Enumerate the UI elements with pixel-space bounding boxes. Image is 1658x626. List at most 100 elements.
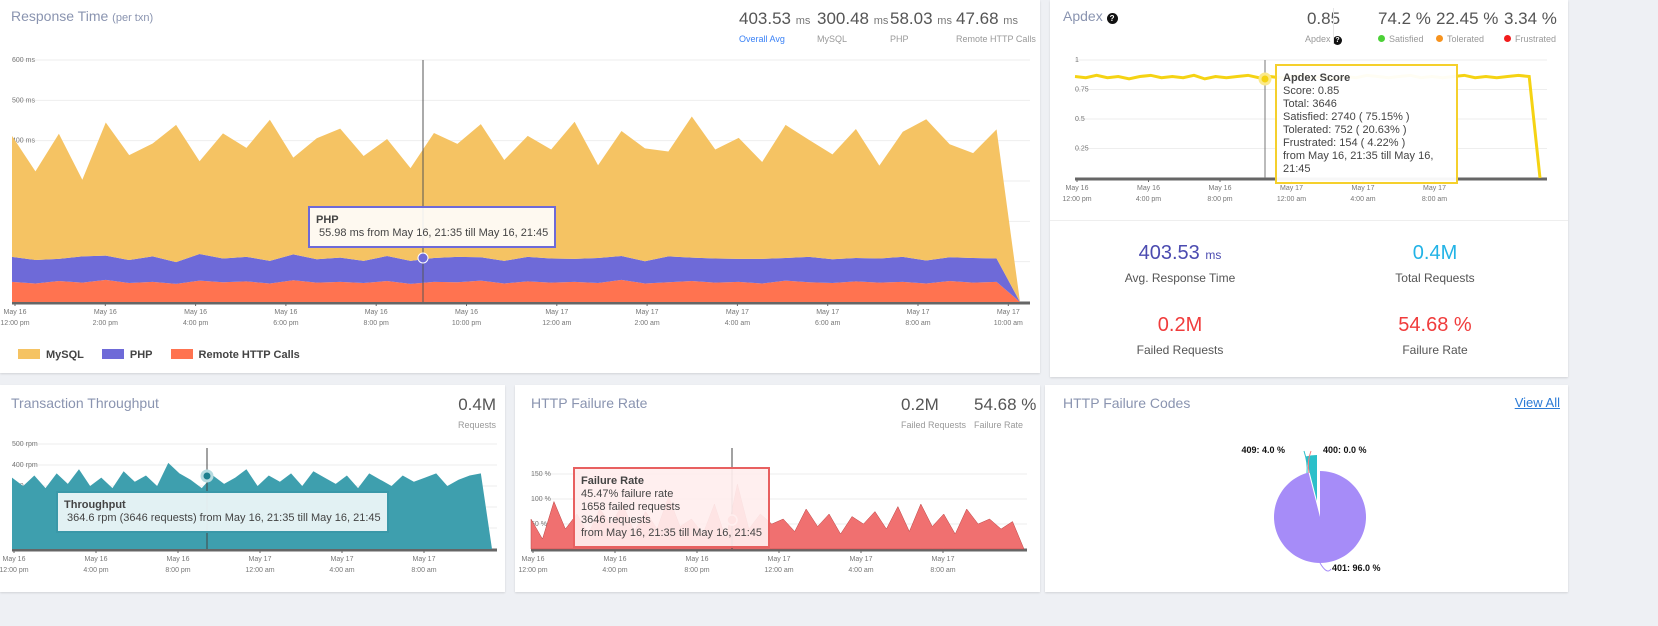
remote-http-area bbox=[12, 279, 1020, 302]
throughput-panel: Transaction Throughput 0.4M Requests 100 … bbox=[0, 385, 505, 592]
stat-label: Remote HTTP Calls bbox=[956, 34, 1036, 44]
tooltip-line: Satisfied: 2740 ( 75.15% ) bbox=[1283, 111, 1410, 123]
y-tick-label: 0.25 bbox=[1075, 146, 1089, 153]
summary-label: Failed Requests bbox=[1136, 343, 1224, 357]
hover-point bbox=[417, 252, 429, 264]
summary-label: Failure Rate bbox=[1402, 343, 1468, 357]
help-icon[interactable]: ? bbox=[1106, 13, 1118, 24]
tooltip-line: from May 16, 21:35 till May 16, 21:45 bbox=[1283, 150, 1434, 175]
legend-label: MySQL bbox=[46, 349, 84, 361]
x-tick-label: May 17 bbox=[331, 556, 354, 563]
stat-php: 58.03 ms PHP bbox=[890, 9, 952, 44]
summary-unit: ms bbox=[1205, 248, 1222, 262]
stat-label: Satisfied bbox=[1389, 34, 1424, 44]
legend-item-mysql[interactable]: MySQL bbox=[18, 349, 84, 361]
stat-overall-avg: 403.53 ms Overall Avg bbox=[739, 9, 810, 44]
stat-label[interactable]: Overall Avg bbox=[739, 34, 785, 44]
tooltip-title: Throughput bbox=[64, 499, 126, 511]
y-tick-label: 150 % bbox=[531, 471, 551, 478]
panel-title: HTTP Failure Rate bbox=[531, 395, 648, 411]
chart-legend: MySQL PHP Remote HTTP Calls bbox=[18, 349, 300, 361]
tooltip-title: PHP bbox=[316, 214, 339, 226]
php-area bbox=[12, 254, 1020, 302]
stat-value: 58.03 bbox=[890, 9, 933, 28]
tooltip-line: 1658 failed requests bbox=[581, 501, 681, 513]
x-tick-label: May 17 bbox=[850, 556, 873, 563]
x-tick-label: May 16 bbox=[3, 556, 26, 563]
y-tick-label: 500 ms bbox=[12, 97, 35, 104]
stat-tolerated: 22.45 % Tolerated bbox=[1436, 9, 1498, 44]
stat-value: 47.68 bbox=[956, 9, 999, 28]
x-tick-label: May 17 bbox=[907, 309, 930, 316]
panel-title: Apdex ? bbox=[1063, 8, 1118, 24]
x-tick-label: May 16 bbox=[365, 309, 388, 316]
failure-rate-panel: HTTP Failure Rate 0.2M Failed Requests 54… bbox=[515, 385, 1040, 592]
x-tick-label: 8:00 pm bbox=[364, 320, 389, 327]
hover-point bbox=[200, 469, 214, 483]
x-tick-label: 8:00 pm bbox=[1207, 196, 1232, 203]
stat-value: 22.45 % bbox=[1436, 9, 1499, 28]
x-tick-label: 4:00 am bbox=[725, 320, 750, 327]
stat-satisfied: 74.2 % Satisfied bbox=[1378, 9, 1431, 44]
title-suffix: (per txn) bbox=[112, 12, 154, 24]
tolerated-dot-icon bbox=[1436, 35, 1443, 42]
x-tick-label: May 16 bbox=[604, 556, 627, 563]
php-tooltip: PHP 55.98 ms from May 16, 21:35 till May … bbox=[308, 206, 557, 248]
x-tick-label: 8:00 am bbox=[930, 567, 955, 574]
legend-item-remote[interactable]: Remote HTTP Calls bbox=[170, 349, 300, 361]
x-tick-label: 4:00 pm bbox=[602, 567, 627, 574]
x-tick-label: May 16 bbox=[686, 556, 709, 563]
summary-value: 403.53 bbox=[1138, 242, 1200, 264]
x-tick-label: May 17 bbox=[816, 309, 839, 316]
stat-failure-rate: 54.68 % Failure Rate bbox=[974, 395, 1036, 430]
stat-value: 3.34 % bbox=[1504, 9, 1557, 28]
failure-codes-pie[interactable]: 401: 96.0 % 409: 4.0 % 400: 0.0 % bbox=[1045, 385, 1568, 592]
x-tick-label: May 16 bbox=[1137, 185, 1160, 192]
stat-unit: ms bbox=[873, 15, 889, 27]
legend-item-php[interactable]: PHP bbox=[101, 349, 153, 361]
apdex-tooltip: Apdex Score Score: 0.85 Total: 3646 Sati… bbox=[1275, 64, 1458, 184]
tooltip-text: 55.98 ms from May 16, 21:35 till May 16,… bbox=[319, 227, 549, 239]
x-tick-label: 4:00 am bbox=[1350, 196, 1375, 203]
x-tick-label: May 17 bbox=[932, 556, 955, 563]
panel-title: Response Time (per txn) bbox=[11, 8, 153, 24]
y-tick-label: 50 % bbox=[531, 521, 547, 528]
stat-label: PHP bbox=[890, 34, 909, 44]
y-tick-label: 500 rpm bbox=[12, 441, 38, 448]
tooltip-title: Apdex Score bbox=[1283, 72, 1351, 84]
x-tick-label: May 16 bbox=[522, 556, 545, 563]
y-tick-label: 100 % bbox=[531, 496, 551, 503]
x-tick-label: 4:00 am bbox=[329, 567, 354, 574]
summary-value: 0.2M bbox=[1157, 314, 1203, 336]
summary-failed-requests: 0.2M Failed Requests bbox=[1080, 314, 1280, 357]
x-tick-label: 10:00 pm bbox=[452, 320, 481, 327]
panel-title: Transaction Throughput bbox=[11, 395, 159, 411]
response-time-panel: Response Time (per txn) 403.53 ms Overall… bbox=[0, 0, 1040, 373]
x-tick-label: 12:00 pm bbox=[0, 320, 29, 327]
stat-label: Failure Rate bbox=[974, 420, 1024, 430]
stat-apdex: 0.85 Apdex ? bbox=[1305, 9, 1343, 45]
y-tick-label: 0.5 bbox=[1075, 116, 1085, 123]
x-tick-label: 2:00 pm bbox=[93, 320, 118, 327]
x-tick-label: May 17 bbox=[413, 556, 436, 563]
pie-label: 409: 4.0 % bbox=[1241, 445, 1285, 455]
x-tick-label: May 17 bbox=[249, 556, 272, 563]
help-icon[interactable]: ? bbox=[1333, 36, 1343, 45]
stat-value: 54.68 % bbox=[974, 395, 1037, 414]
x-tick-label: 8:00 am bbox=[411, 567, 436, 574]
tooltip-line: Score: 0.85 bbox=[1283, 85, 1340, 97]
legend-label: Remote HTTP Calls bbox=[198, 349, 300, 361]
tooltip-line: Tolerated: 752 ( 20.63% ) bbox=[1283, 124, 1407, 136]
pie-connector bbox=[1303, 450, 1308, 474]
summary-total-requests: 0.4M Total Requests bbox=[1335, 242, 1535, 285]
view-all-link[interactable]: View All bbox=[1514, 395, 1560, 410]
tooltip-line: from May 16, 21:35 till May 16, 21:45 bbox=[581, 527, 762, 539]
satisfied-dot-icon bbox=[1378, 35, 1385, 42]
x-tick-label: May 17 bbox=[636, 309, 659, 316]
x-tick-label: May 16 bbox=[1066, 185, 1089, 192]
summary-value: 0.4M bbox=[1412, 242, 1458, 264]
x-tick-label: 2:00 am bbox=[634, 320, 659, 327]
pie-label: 400: 0.0 % bbox=[1323, 445, 1367, 455]
